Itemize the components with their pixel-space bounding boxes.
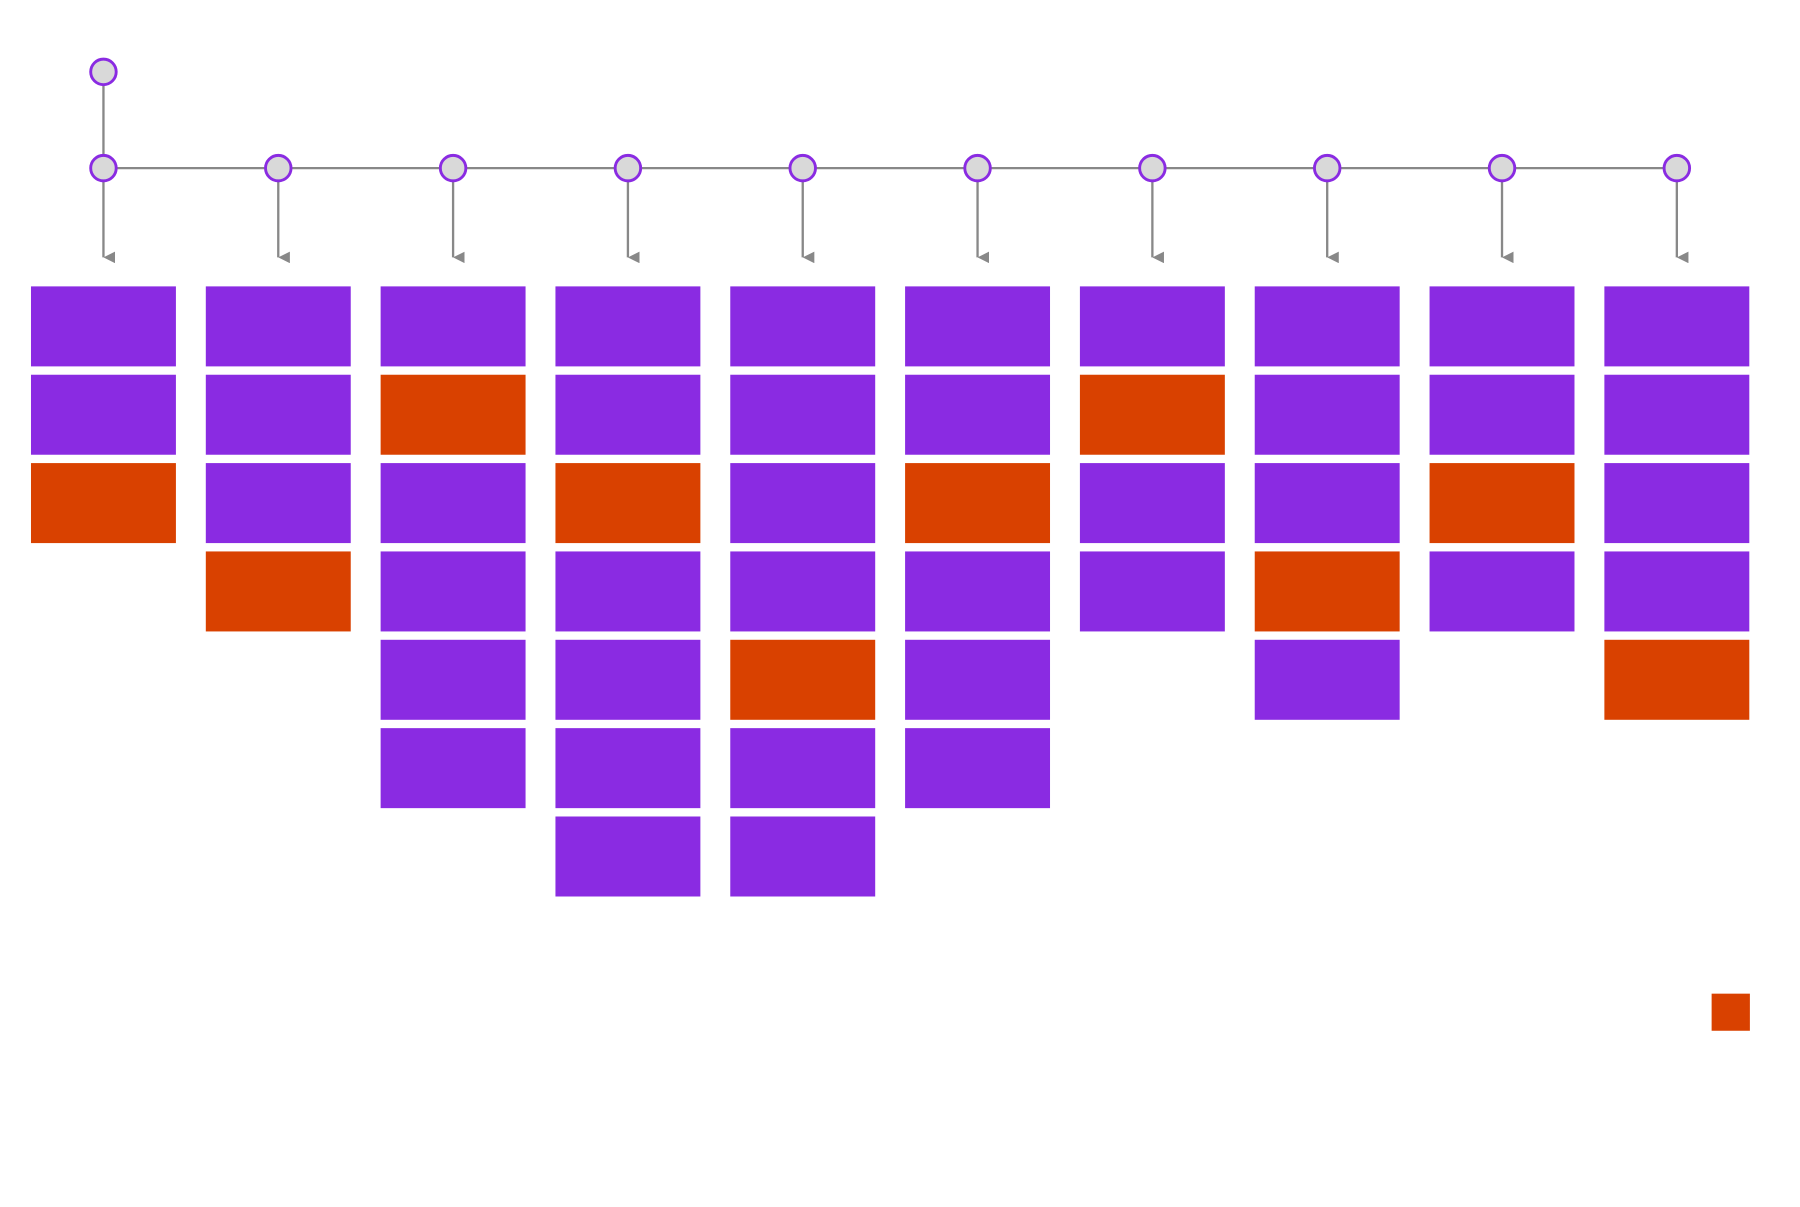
cell [730,463,876,544]
cell [555,551,701,632]
cell [1604,639,1750,720]
cell [380,639,526,720]
cell [1429,374,1575,455]
cell [1254,286,1400,367]
cell [555,374,701,455]
cell [1254,551,1400,632]
cell [1604,551,1750,632]
cell [1604,374,1750,455]
cell [905,639,1051,720]
cell [1254,374,1400,455]
node [438,153,468,183]
cell [730,374,876,455]
cell [905,728,1051,809]
cell [205,551,351,632]
node [1662,153,1692,183]
cell [730,728,876,809]
cell [380,374,526,455]
cell [555,816,701,897]
cell [555,639,701,720]
node [963,153,992,183]
cell [380,286,526,367]
cell [730,816,876,897]
cell [905,551,1051,632]
cell [555,463,701,544]
cell [1254,463,1400,544]
node [1487,153,1517,183]
cell [1604,286,1750,367]
cell [1604,463,1750,544]
cell [1429,286,1575,367]
cell [555,286,701,367]
cell [905,463,1051,544]
cell [205,374,351,455]
cell [1079,463,1225,544]
cell [905,286,1051,367]
cell [1429,463,1575,544]
cell [1079,286,1225,367]
cell [905,374,1051,455]
cell [1254,639,1400,720]
node [1138,153,1167,183]
cell [555,728,701,809]
cell [1079,374,1225,455]
cell [30,463,176,544]
cell [730,639,876,720]
node [264,153,293,183]
cell [730,286,876,367]
cell [1079,551,1225,632]
node [788,153,817,183]
cell [380,551,526,632]
cell [30,374,176,455]
root-node [89,57,118,87]
node [1312,153,1342,183]
cell [205,463,351,544]
cell [205,286,351,367]
legend-swatch [1711,993,1750,1031]
node [89,153,118,183]
cell [1429,551,1575,632]
node [613,153,643,183]
cell [380,463,526,544]
cell [380,728,526,809]
cell [30,286,176,367]
cell [730,551,876,632]
